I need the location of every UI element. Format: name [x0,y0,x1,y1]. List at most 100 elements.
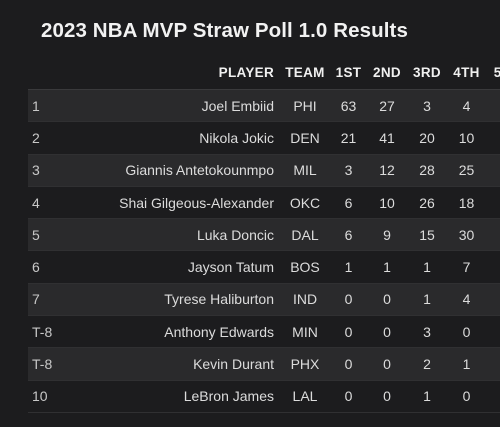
rank-cell: 5 [32,226,40,243]
third-place-votes-cell: 1 [423,388,431,405]
third-place-votes-cell: 2 [423,356,431,373]
player-cell: Kevin Durant [193,356,274,373]
rank-cell: 6 [32,259,40,276]
fifth-place-votes-cell [486,251,500,283]
header-3rd: 3RD [413,65,441,80]
rank-cell: T-8 [32,356,53,373]
header-5th: 5TH [486,56,500,90]
third-place-votes-cell: 20 [419,129,435,146]
header-player: PLAYER [218,65,274,80]
fourth-place-votes-cell: 30 [458,226,475,243]
third-place-votes-cell: 26 [419,194,435,211]
header-2nd: 2ND [373,65,401,80]
third-place-votes-cell: 28 [419,162,435,179]
table-row: 1 Joel Embiid PHI 63 27 3 4 [28,89,500,122]
first-place-votes-cell: 3 [344,162,353,179]
fifth-place-votes-cell [486,154,500,186]
results-table-container[interactable]: PLAYER TEAM 1ST 2ND 3RD 4TH 5TH 1 Joel Em… [28,56,500,427]
fourth-place-votes-cell: 4 [462,97,471,114]
fifth-place-votes-cell [486,316,500,348]
fourth-place-votes-cell: 7 [462,259,471,276]
table-row: 10 LeBron James LAL 0 0 1 0 [28,380,500,413]
player-cell: Giannis Antetokounmpo [125,162,274,179]
page-title: 2023 NBA MVP Straw Poll 1.0 Results [41,19,408,42]
table-row: T-8 Kevin Durant PHX 0 0 2 1 [28,347,500,381]
second-place-votes-cell: 1 [383,259,391,276]
header-team: TEAM [285,65,325,80]
fourth-place-votes-cell: 18 [458,194,475,211]
player-cell: Shai Gilgeous-Alexander [119,194,274,211]
table-row: 7 Tyrese Haliburton IND 0 0 1 4 [28,283,500,316]
team-cell: PHX [290,356,320,373]
table-row: 6 Jayson Tatum BOS 1 1 1 7 [28,250,500,284]
table-row: 5 Luka Doncic DAL 6 9 15 30 [28,218,500,251]
first-place-votes-cell: 6 [344,226,353,243]
fourth-place-votes-cell: 0 [462,323,471,340]
header-4th: 4TH [453,65,480,80]
fourth-place-votes-cell: 1 [462,356,471,373]
rank-cell: 2 [32,129,40,146]
player-cell: Joel Embiid [201,97,274,114]
fourth-place-votes-cell: 25 [458,162,475,179]
first-place-votes-cell: 0 [344,323,353,340]
fifth-place-votes-cell [486,122,500,154]
team-cell: BOS [290,259,320,276]
rank-cell: 4 [32,194,40,211]
third-place-votes-cell: 15 [419,226,435,243]
player-cell: Luka Doncic [196,226,274,243]
table-header-row: PLAYER TEAM 1ST 2ND 3RD 4TH 5TH [28,56,500,90]
second-place-votes-cell: 0 [383,291,391,308]
rank-cell: 1 [32,97,40,114]
header-1st: 1ST [335,65,362,80]
second-place-votes-cell: 0 [383,356,391,373]
team-cell: PHI [293,97,317,114]
table-row: 3 Giannis Antetokounmpo MIL 3 12 28 25 [28,154,500,187]
first-place-votes-cell: 0 [344,388,353,405]
second-place-votes-cell: 9 [383,226,391,243]
table-row: 4 Shai Gilgeous-Alexander OKC 6 10 26 18 [28,186,500,219]
third-place-votes-cell: 1 [423,291,431,308]
fifth-place-votes-cell [486,186,500,218]
rank-cell: 7 [32,291,40,308]
player-cell: LeBron James [183,388,274,405]
team-cell: MIN [292,323,318,340]
fourth-place-votes-cell: 0 [462,388,471,405]
rank-cell: 3 [32,162,40,179]
player-cell: Nikola Jokic [199,129,274,146]
player-cell: Jayson Tatum [187,259,274,276]
first-place-votes-cell: 6 [344,194,353,211]
second-place-votes-cell: 27 [379,97,395,114]
team-cell: DAL [291,226,319,243]
second-place-votes-cell: 0 [383,388,391,405]
third-place-votes-cell: 1 [423,259,431,276]
third-place-votes-cell: 3 [423,97,431,114]
second-place-votes-cell: 10 [379,194,395,211]
fourth-place-votes-cell: 4 [462,291,471,308]
table-row: T-8 Anthony Edwards MIN 0 0 3 0 [28,315,500,348]
team-cell: MIL [293,162,317,179]
rank-cell: 10 [32,388,48,405]
first-place-votes-cell: 0 [344,291,353,308]
team-cell: DEN [290,129,320,146]
first-place-votes-cell: 0 [344,356,353,373]
third-place-votes-cell: 3 [423,323,431,340]
team-cell: LAL [292,388,318,405]
fifth-place-votes-cell [486,90,500,122]
player-cell: Anthony Edwards [164,323,274,340]
team-cell: IND [292,291,318,308]
table-row: 2 Nikola Jokic DEN 21 41 20 10 [28,121,500,155]
fifth-place-votes-cell [486,219,500,251]
header-rank [28,56,62,90]
player-cell: Tyrese Haliburton [164,291,274,308]
fifth-place-votes-cell [486,348,500,380]
fifth-place-votes-cell [486,283,500,315]
first-place-votes-cell: 1 [344,259,353,276]
second-place-votes-cell: 12 [379,162,395,179]
first-place-votes-cell: 63 [340,97,357,114]
fifth-place-votes-cell [486,380,500,412]
team-cell: OKC [289,194,321,211]
first-place-votes-cell: 21 [340,129,357,146]
rank-cell: T-8 [32,323,53,340]
second-place-votes-cell: 41 [379,129,395,146]
fourth-place-votes-cell: 10 [458,129,475,146]
